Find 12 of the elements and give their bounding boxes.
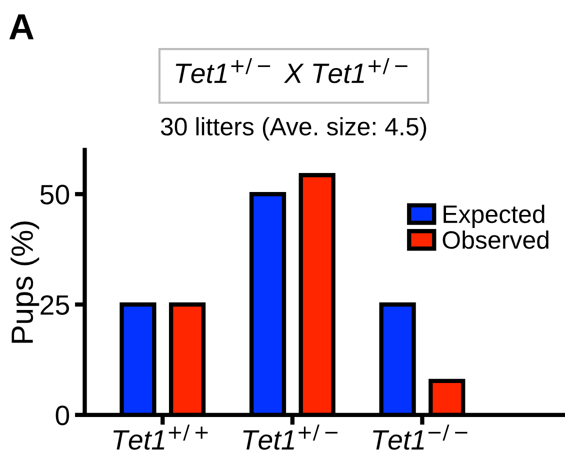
y-axis-title: Pups (%) — [10, 222, 40, 343]
y-tick-label: 25 — [40, 295, 70, 315]
y-tick-label: 50 — [40, 184, 70, 204]
x-tick-label: Tet1$^{+/+}$ — [113, 424, 208, 450]
chart-subtitle: 30 litters (Ave. size: 4.5) — [160, 117, 426, 140]
legend-label: Expected — [444, 204, 544, 228]
text: A — [9, 14, 34, 40]
y-tick-label: 0 — [56, 406, 70, 426]
x-tick-label: Tet1$^{+/−}$ — [243, 424, 338, 450]
x-tick-label: Tet1$^{−/−}$ — [373, 424, 468, 450]
chart-title: Tet1$^{+/−}$ X Tet1$^{+/−}$ — [176, 58, 408, 84]
legend-label: Observed — [442, 230, 548, 249]
